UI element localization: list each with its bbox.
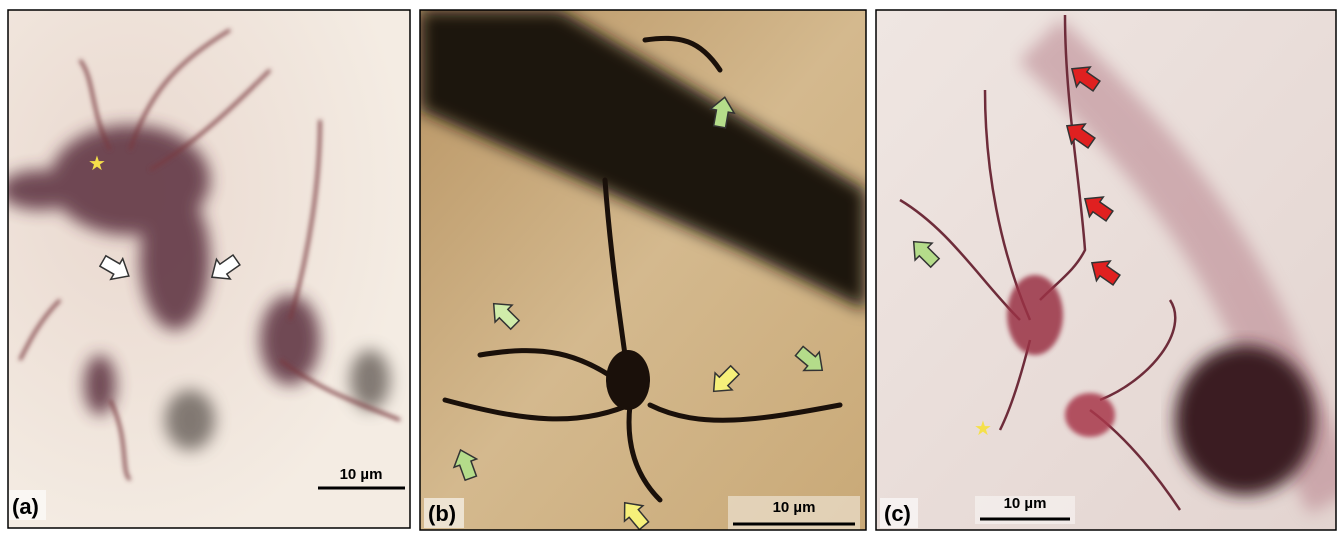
panel-label: (b) <box>428 501 456 526</box>
scale-bar-label: 10 µm <box>773 499 816 516</box>
panel-label: (c) <box>884 501 911 526</box>
svg-text:★: ★ <box>974 418 992 440</box>
panel-c: ★ (c) 10 µm <box>876 10 1336 530</box>
panel-b: (b) 10 µm <box>420 10 866 533</box>
figure: ★ (a) 10 µm (b) 10 µm <box>0 0 1343 534</box>
panel-label: (a) <box>12 494 39 519</box>
panel-a: ★ (a) 10 µm <box>0 10 410 528</box>
scale-bar-label: 10 µm <box>1004 495 1047 512</box>
scale-bar-label: 10 µm <box>340 466 383 483</box>
svg-text:★: ★ <box>88 153 106 175</box>
